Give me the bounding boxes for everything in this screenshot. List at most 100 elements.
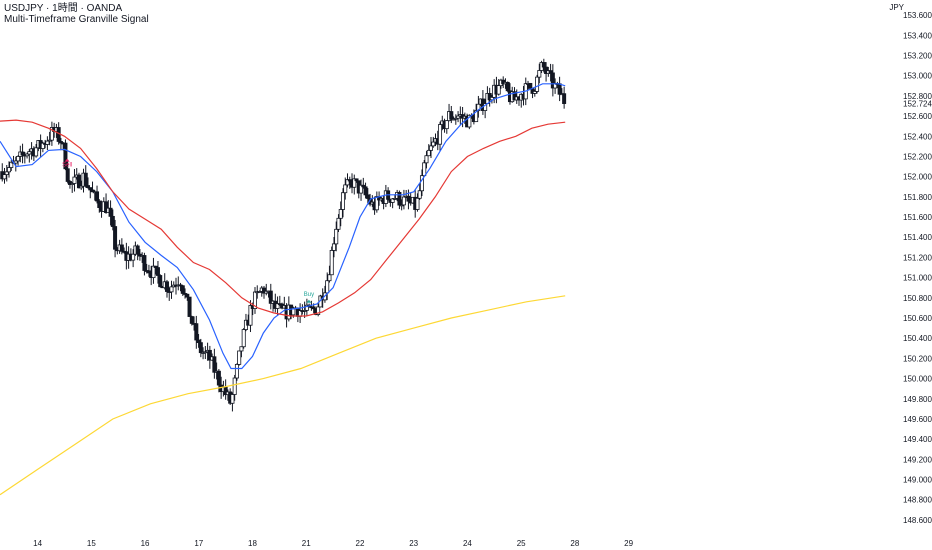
price-tick-label: 153.000 [903, 72, 932, 81]
candle-body [406, 195, 411, 202]
candle-body [453, 117, 458, 120]
candle-body [223, 386, 228, 396]
price-tick-label: 150.800 [903, 294, 932, 303]
price-tick-label: 150.200 [903, 354, 932, 363]
time-tick-label: 22 [356, 539, 365, 548]
candle-body [113, 226, 118, 250]
candle-body [185, 293, 190, 298]
chart-title: USDJPY · 1時間 · OANDA [4, 3, 123, 14]
candle-body [415, 197, 420, 210]
candle-body [275, 303, 280, 309]
time-tick-label: 16 [141, 539, 150, 548]
candle-body [146, 270, 151, 274]
candle-body [65, 168, 70, 182]
candle-body [361, 184, 366, 188]
candle-body [476, 103, 481, 112]
candle-body [97, 200, 102, 208]
candle-body [13, 160, 18, 164]
moving-averages [0, 83, 566, 496]
candle-body [352, 178, 357, 188]
candle-body [354, 178, 359, 182]
price-tick-label: 150.000 [903, 375, 932, 384]
candle-body [363, 186, 368, 196]
candle-body [4, 171, 9, 175]
candle-body [79, 185, 84, 189]
candle-body [207, 349, 212, 361]
price-tick-label: 149.000 [903, 476, 932, 485]
candle-body [512, 91, 517, 101]
candle-body [438, 124, 443, 145]
candle-body [340, 192, 345, 210]
currency-label: JPY [889, 3, 904, 12]
candle-body [474, 110, 479, 123]
candle-body [422, 162, 427, 177]
candle-body [532, 91, 537, 94]
candle-body [483, 103, 488, 111]
candle-body [368, 198, 373, 205]
candle-body [428, 145, 433, 151]
time-tick-label: 14 [33, 539, 42, 548]
time-axis: 14 15 16 17 18 21 22 23 24 25 28 29 [33, 539, 633, 548]
candle-body [234, 363, 239, 379]
candle-body [169, 286, 174, 293]
signal-marker [64, 158, 70, 162]
time-tick-label: 17 [194, 539, 203, 548]
candle-body [489, 96, 494, 101]
candle-body [248, 305, 253, 326]
candle-body [505, 81, 510, 92]
candle-body [487, 93, 492, 101]
candle-body [336, 217, 341, 230]
candle-body [230, 394, 235, 404]
candle-body [392, 198, 397, 200]
price-tick-label: 153.400 [903, 31, 932, 40]
candle-body [426, 149, 431, 157]
candle-body [467, 114, 472, 128]
candles [0, 58, 567, 412]
candle-body [302, 309, 307, 312]
candle-body [83, 172, 88, 186]
candle-body [180, 285, 185, 294]
candle-body [325, 280, 330, 294]
candle-body [417, 190, 422, 199]
time-tick-label: 21 [302, 539, 311, 548]
candle-body [334, 228, 339, 245]
last-price-label: 152.724 [903, 100, 932, 109]
candle-body [291, 307, 296, 316]
candle-body [237, 350, 242, 365]
candle-body [338, 209, 343, 219]
candle-body [329, 250, 334, 276]
candle-body [365, 194, 370, 199]
price-tick-label: 151.000 [903, 274, 932, 283]
candle-body [374, 196, 379, 211]
price-tick-label: 152.200 [903, 152, 932, 161]
time-tick-label: 25 [517, 539, 526, 548]
candle-body [424, 155, 429, 164]
candle-body [399, 204, 404, 207]
price-tick-label: 152.400 [903, 132, 932, 141]
candle-body [241, 329, 246, 348]
signals: Buy Sell [62, 158, 314, 303]
candle-body [562, 93, 567, 104]
price-tick-label: 150.400 [903, 334, 932, 343]
price-tick-label: 149.800 [903, 395, 932, 404]
candle-body [345, 179, 350, 186]
candle-body [537, 70, 542, 78]
time-tick-label: 23 [409, 539, 418, 548]
candle-body [2, 174, 7, 180]
candle-body [158, 275, 163, 288]
candle-body [239, 346, 244, 352]
candle-body [496, 85, 501, 95]
candle-body [9, 161, 14, 168]
candle-body [67, 181, 72, 185]
candle-body [86, 185, 91, 188]
candle-body [20, 151, 25, 156]
candle-body [401, 196, 406, 206]
indicator-name: Multi-Timeframe Granville Signal [4, 14, 149, 25]
candle-body [557, 83, 562, 95]
price-tick-label: 152.800 [903, 92, 932, 101]
candle-body [444, 120, 449, 130]
price-tick-label: 148.600 [903, 516, 932, 525]
candle-body [194, 323, 199, 341]
candle-body [541, 62, 546, 68]
